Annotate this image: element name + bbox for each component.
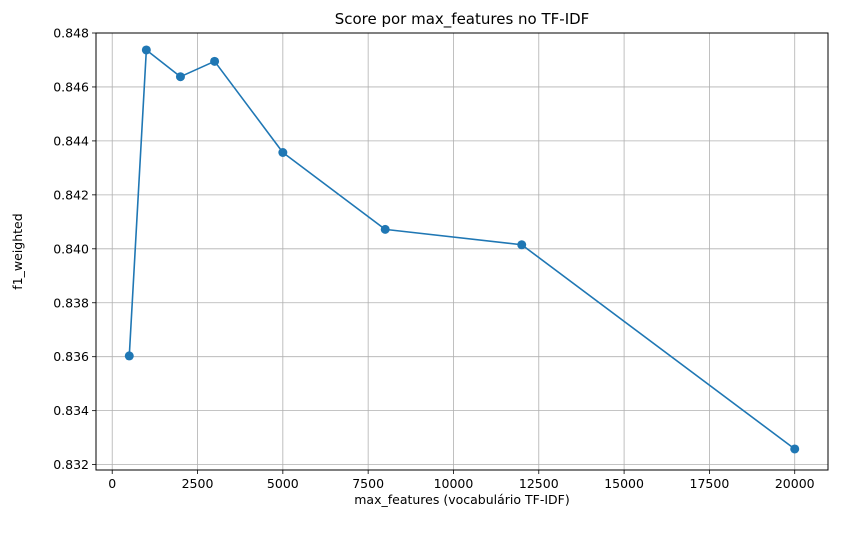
y-tick-label: 0.840 — [53, 241, 89, 256]
y-tick-label: 0.836 — [53, 349, 89, 364]
plot-frame — [95, 32, 829, 471]
chart-title: Score por max_features no TF-IDF — [335, 10, 590, 29]
y-tick-label: 0.848 — [53, 26, 89, 41]
y-tick-label: 0.832 — [53, 457, 89, 472]
data-point — [517, 240, 527, 250]
x-tick-label: 12500 — [519, 476, 559, 491]
y-axis-label: f1_weighted — [10, 213, 25, 289]
data-point — [278, 148, 288, 158]
series-layer — [124, 45, 800, 454]
y-tick-label: 0.834 — [53, 403, 89, 418]
x-tick-label: 7500 — [352, 476, 384, 491]
data-point — [790, 444, 800, 454]
x-tick-label: 2500 — [182, 476, 214, 491]
y-tick-label: 0.844 — [53, 133, 89, 148]
x-tick-label: 0 — [108, 476, 116, 491]
data-point — [141, 45, 151, 55]
data-point — [210, 56, 220, 66]
y-tick-label: 0.838 — [53, 295, 89, 310]
y-tick-label: 0.846 — [53, 79, 89, 94]
series-line — [128, 49, 796, 450]
data-point — [380, 224, 390, 234]
data-point — [175, 72, 185, 82]
x-tick-label: 5000 — [267, 476, 299, 491]
data-point — [124, 351, 134, 361]
ticks: 0 2500 5000 7500 10000 12500 15000 17500 20000 0.… — [53, 26, 814, 492]
x-tick-label: 10000 — [434, 476, 474, 491]
x-axis-label: max_features (vocabulário TF-IDF) — [354, 492, 570, 507]
x-tick-label: 20000 — [775, 476, 815, 491]
y-tick-label: 0.842 — [53, 187, 89, 202]
x-tick-label: 15000 — [604, 476, 644, 491]
x-tick-label: 17500 — [690, 476, 730, 491]
